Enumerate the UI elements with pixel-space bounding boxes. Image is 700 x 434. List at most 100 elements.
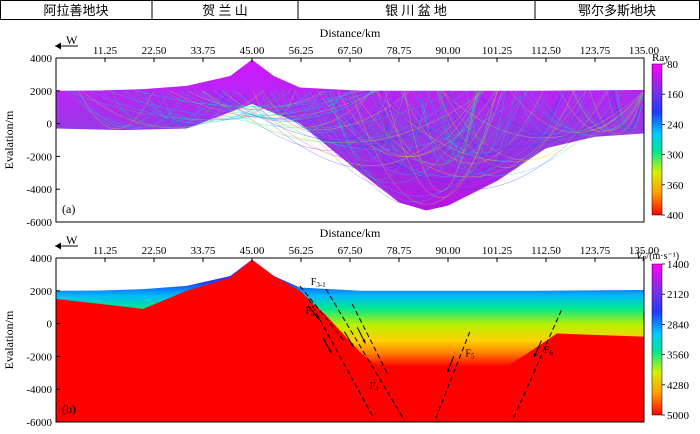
panel-b-fault-labels: F3-1 F3 F4 F5 F6: [306, 277, 554, 393]
panel-b-xtick-label: 78.75: [387, 245, 412, 257]
ray-path: [209, 90, 369, 122]
ray-path: [441, 90, 644, 139]
panel-b-ytick-label: 2000: [30, 286, 53, 298]
fault-line: [325, 288, 405, 421]
ray-path: [324, 90, 505, 203]
ray-path: [75, 90, 192, 129]
panel-a-ytick-label: 0: [47, 119, 53, 131]
panel-a-colorbar: Ray 80 160 240 300 360 400: [651, 52, 684, 222]
panel-a-xtick-label: 101.25: [482, 45, 513, 57]
panel-a-axes: 11.25 22.50 33.75 45.00 56.25 67.50 78.75 90.00…: [26, 45, 659, 229]
panel-a-ytick-label: -6000: [26, 217, 52, 229]
panel-b-colorbar-tick-label: 4280: [667, 380, 690, 392]
ray-path: [201, 90, 485, 144]
panel-a-ylabel: Evalation/m: [2, 110, 16, 169]
panel-b-colorbar-title: VP/(m·s⁻¹): [636, 251, 679, 263]
ray-path: [425, 90, 500, 195]
region-label-helan: 贺 兰 山: [202, 3, 248, 18]
ray-path: [543, 90, 644, 133]
panel-b-xtick-label: 11.25: [93, 245, 118, 257]
ray-path: [161, 90, 405, 119]
panel-a-xtick-label: 22.50: [142, 45, 167, 57]
panel-b-xlabel: Distance/km: [320, 226, 381, 240]
panel-a-xlabel: Distance/km: [320, 26, 381, 40]
ray-path: [571, 90, 644, 131]
ray-path: [424, 90, 557, 160]
panel-b-ylabel: Evalation/m: [2, 310, 16, 369]
panel-b-xtick-label: 90.00: [436, 245, 461, 257]
panel-a-ytick-label: -4000: [26, 184, 52, 196]
ray-path: [466, 90, 506, 154]
ray-path: [332, 90, 483, 175]
panel-a-xtick-label: 33.75: [191, 45, 216, 57]
ray-path: [169, 90, 377, 118]
ray-path: [104, 90, 183, 127]
ray-path: [261, 90, 462, 147]
ray-path: [442, 90, 608, 161]
fault-line: [351, 303, 388, 374]
panel-b-xtick-label: 45.00: [240, 245, 265, 257]
ray-path: [341, 90, 442, 171]
ray-path: [348, 90, 568, 192]
panel-a-ray-coverage: Distance/km 11.25 22.50 33.75 45.00 56.25 67.…: [2, 26, 684, 229]
region-label-alashan: 阿拉善地块: [43, 3, 108, 18]
panel-b-ytick-label: -2000: [26, 351, 52, 363]
panel-b-colorbar-scale: [651, 263, 663, 416]
panel-b-label: (b): [62, 402, 76, 416]
panel-b-xtick-label: 135.00: [629, 245, 660, 257]
panel-a-ytick-label: 4000: [30, 53, 53, 65]
panel-a-label: (a): [62, 202, 75, 216]
panel-b-xtick-label: 112.50: [531, 245, 561, 257]
ray-path: [314, 90, 570, 180]
ray-path: [123, 90, 278, 124]
panel-a-colorbar-scale: [651, 63, 663, 216]
ray-path: [222, 90, 411, 131]
ray-path: [141, 90, 366, 110]
panel-a-xtick-label: 67.50: [338, 45, 363, 57]
panel-b-axes: 11.25 22.50 33.75 45.00 56.25 67.50 78.75 90.00…: [26, 245, 659, 429]
panel-a-plot: [56, 59, 644, 211]
panel-b-velocity: Distance/km 11.25 22.50 33.75 45.00 56.25 67.…: [2, 226, 690, 429]
panel-a-ray-paths: [64, 90, 644, 206]
panel-b-xtick-label: 101.25: [482, 245, 513, 257]
ray-path: [606, 90, 644, 135]
ray-path: [376, 90, 499, 166]
ray-path: [161, 90, 455, 129]
ray-path: [238, 90, 512, 170]
panel-a-xtick-label: 11.25: [93, 45, 118, 57]
panel-a-colorbar-tick-label: 360: [667, 180, 684, 192]
panel-a-colorbar-tick-label: 240: [667, 119, 684, 131]
ray-path: [572, 90, 644, 132]
panel-b-colorbar-tick-label: 1400: [667, 259, 690, 271]
fault-label: F3: [306, 306, 316, 318]
ray-path: [215, 90, 313, 112]
ray-path: [128, 90, 250, 126]
region-label-ordos: 鄂尔多斯地块: [578, 3, 656, 18]
ray-path: [352, 90, 587, 178]
panel-a-direction-label: W: [66, 33, 78, 47]
panel-b-colorbar-tick-label: 3560: [667, 350, 690, 362]
ray-path: [346, 90, 396, 157]
fault-line: [308, 298, 375, 419]
panel-a-colorbar-tick-label: 300: [667, 150, 684, 162]
region-label-yinchuan: 银 川 盆 地: [385, 3, 447, 18]
ray-path: [478, 90, 597, 137]
fault-label: F6: [544, 345, 554, 357]
panel-b-xtick-label: 22.50: [142, 245, 167, 257]
panel-a-ytick-label: -2000: [26, 151, 52, 163]
fault-label: F5: [465, 348, 475, 360]
ray-path: [541, 90, 644, 135]
ray-path: [381, 90, 566, 157]
ray-path: [309, 90, 528, 197]
panel-b-basement: [56, 259, 644, 422]
fault-arrowhead: [362, 339, 366, 344]
ray-path: [137, 90, 363, 107]
fault-arrowhead: [350, 343, 354, 348]
ray-path: [149, 90, 229, 127]
ray-path: [535, 90, 644, 135]
panel-b-ytick-label: 0: [47, 319, 53, 331]
fault-label: F3-1: [311, 277, 326, 289]
panel-b-direction-label: W: [66, 233, 78, 247]
ray-path: [447, 90, 525, 171]
